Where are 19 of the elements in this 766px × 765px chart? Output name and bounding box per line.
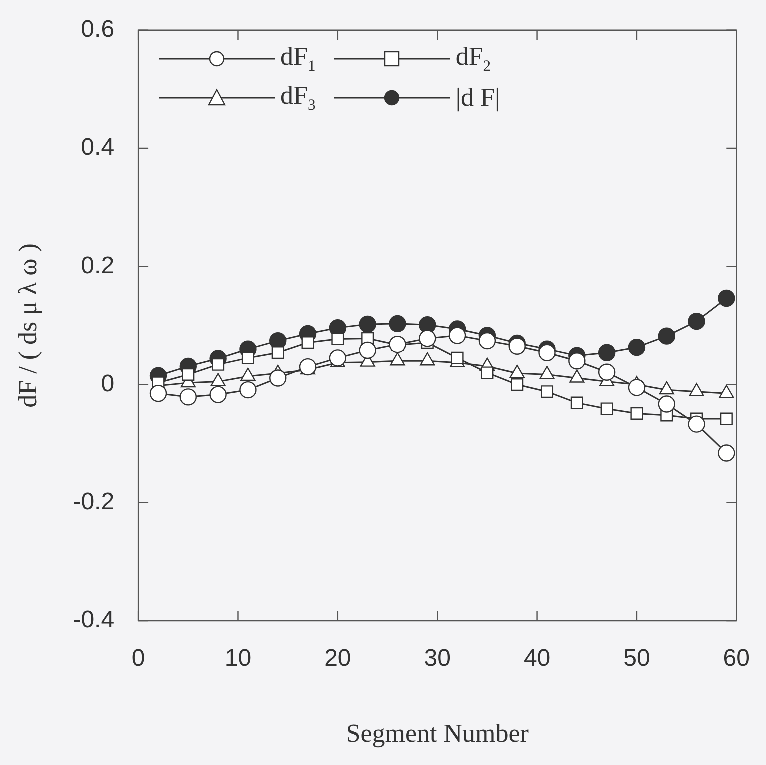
x-tick-label: 0 — [132, 645, 146, 672]
legend-label: dF$_{2}$ — [456, 42, 492, 77]
y-tick-label: 0 — [101, 370, 115, 398]
x-tick-label: 10 — [224, 645, 252, 672]
y-tick-label: 0.2 — [81, 252, 115, 280]
x-axis-title: Segment Number — [346, 719, 530, 748]
x-tick-label: 60 — [723, 645, 750, 672]
legend-label: |d F| — [456, 82, 500, 113]
y-tick-label: 0.6 — [81, 16, 115, 44]
y-tick-label: 0.4 — [81, 134, 115, 162]
x-tick-label: 50 — [624, 645, 650, 672]
x-tick-label: 40 — [524, 645, 551, 672]
y-axis-title: dF / ( ds μ λ ω ) — [13, 244, 42, 408]
y-tick-label: -0.4 — [73, 606, 115, 634]
y-tick-label: -0.2 — [73, 488, 115, 516]
legend-label: dF$_{3}$ — [280, 80, 316, 115]
x-tick-label: 20 — [324, 645, 352, 672]
x-tick-label: 30 — [424, 645, 451, 672]
legend-label: dF$_{1}$ — [280, 42, 316, 77]
